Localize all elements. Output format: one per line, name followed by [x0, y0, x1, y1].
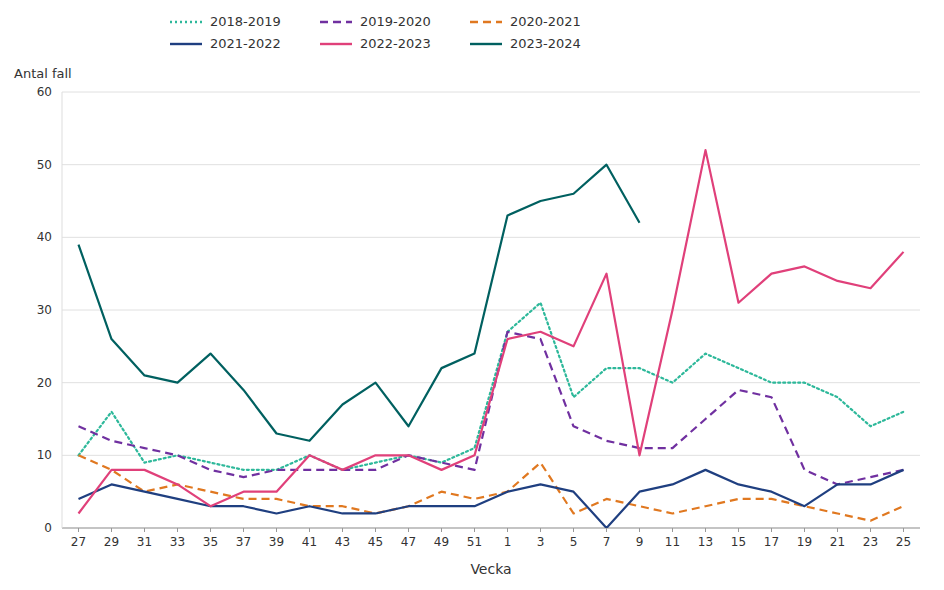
x-tick: [474, 528, 475, 532]
x-tick: [837, 528, 838, 532]
x-tick: [441, 528, 442, 532]
x-tick: [870, 528, 871, 532]
series: [79, 455, 904, 520]
y-tick-label: 0: [44, 521, 52, 535]
y-tick-label: 60: [37, 85, 52, 99]
x-tick-label: 41: [302, 535, 317, 549]
series-line: [79, 165, 640, 441]
x-tick: [210, 528, 211, 532]
x-tick-label: 7: [603, 535, 611, 549]
x-tick-label: 43: [335, 535, 350, 549]
series: [79, 332, 904, 485]
x-tick: [78, 528, 79, 532]
x-tick-label: 1: [504, 535, 512, 549]
grid-line: [62, 237, 920, 238]
series: [79, 470, 904, 528]
x-tick-label: 39: [269, 535, 284, 549]
x-tick-label: 47: [401, 535, 416, 549]
y-grid: [62, 92, 920, 528]
series: [79, 165, 640, 441]
x-tick-label: 17: [764, 535, 779, 549]
x-tick-label: 13: [698, 535, 713, 549]
x-tick: [243, 528, 244, 532]
x-tick: [606, 528, 607, 532]
x-tick-label: 29: [104, 535, 119, 549]
series-line: [79, 455, 904, 520]
plot-area: [79, 150, 904, 528]
x-tick-label: 49: [434, 535, 449, 549]
x-tick: [144, 528, 145, 532]
x-tick-label: 45: [368, 535, 383, 549]
legend-label: 2023-2024: [510, 36, 581, 51]
x-axis-label: Vecka: [470, 561, 511, 577]
legend-swatch: [470, 43, 502, 45]
series-line: [79, 303, 904, 470]
grid-line: [62, 92, 920, 93]
x-tick: [738, 528, 739, 532]
grid-line: [62, 528, 920, 529]
x-tick: [375, 528, 376, 532]
y-axis-label: Antal fall: [14, 66, 72, 81]
legend-swatch: [320, 43, 352, 45]
x-tick: [309, 528, 310, 532]
x-tick: [540, 528, 541, 532]
legend-label: 2019-2020: [360, 14, 431, 29]
x-tick: [573, 528, 574, 532]
y-tick-label: 40: [37, 230, 52, 244]
legend-label: 2022-2023: [360, 36, 431, 51]
x-tick-label: 11: [665, 535, 680, 549]
series: [79, 303, 904, 470]
x-tick: [903, 528, 904, 532]
x-tick: [705, 528, 706, 532]
x-tick-label: 15: [731, 535, 746, 549]
series: [79, 150, 904, 513]
x-tick: [177, 528, 178, 532]
x-tick-label: 3: [537, 535, 545, 549]
series-line: [79, 150, 904, 513]
legend-swatch: [170, 43, 202, 45]
grid-line: [62, 455, 920, 456]
legend-label: 2018-2019: [210, 14, 281, 29]
x-tick-label: 37: [236, 535, 251, 549]
legend-swatch: [170, 21, 202, 23]
x-tick: [408, 528, 409, 532]
y-tick-label: 50: [37, 158, 52, 172]
y-tick-label: 30: [37, 303, 52, 317]
y-axis-line: [62, 92, 63, 528]
x-tick-label: 35: [203, 535, 218, 549]
legend-swatch: [320, 21, 352, 23]
x-axis-line: [62, 528, 920, 529]
x-tick: [804, 528, 805, 532]
x-tick-label: 23: [863, 535, 878, 549]
x-tick-label: 33: [170, 535, 185, 549]
grid-line: [62, 164, 920, 165]
grid-line: [62, 310, 920, 311]
chart: 0102030405060272931333537394143454749511…: [0, 0, 944, 590]
x-tick-label: 9: [636, 535, 644, 549]
x-tick: [276, 528, 277, 532]
x-tick-label: 25: [896, 535, 911, 549]
x-tick-label: 5: [570, 535, 578, 549]
y-tick-label: 10: [37, 448, 52, 462]
x-tick-label: 21: [830, 535, 845, 549]
x-tick: [111, 528, 112, 532]
legend: 2018-2019 2019-2020 2020-2021 2021-2022 2022…: [170, 14, 581, 51]
x-tick-label: 27: [71, 535, 86, 549]
x-tick: [507, 528, 508, 532]
x-tick: [672, 528, 673, 532]
x-tick-label: 19: [797, 535, 812, 549]
y-tick-label: 20: [37, 376, 52, 390]
x-tick-label: 31: [137, 535, 152, 549]
x-tick: [342, 528, 343, 532]
x-tick-label: 51: [467, 535, 482, 549]
x-tick: [771, 528, 772, 532]
series-line: [79, 332, 904, 485]
legend-swatch: [470, 21, 502, 23]
legend-label: 2020-2021: [510, 14, 581, 29]
x-tick: [639, 528, 640, 532]
series-line: [79, 470, 904, 528]
legend-label: 2021-2022: [210, 36, 281, 51]
